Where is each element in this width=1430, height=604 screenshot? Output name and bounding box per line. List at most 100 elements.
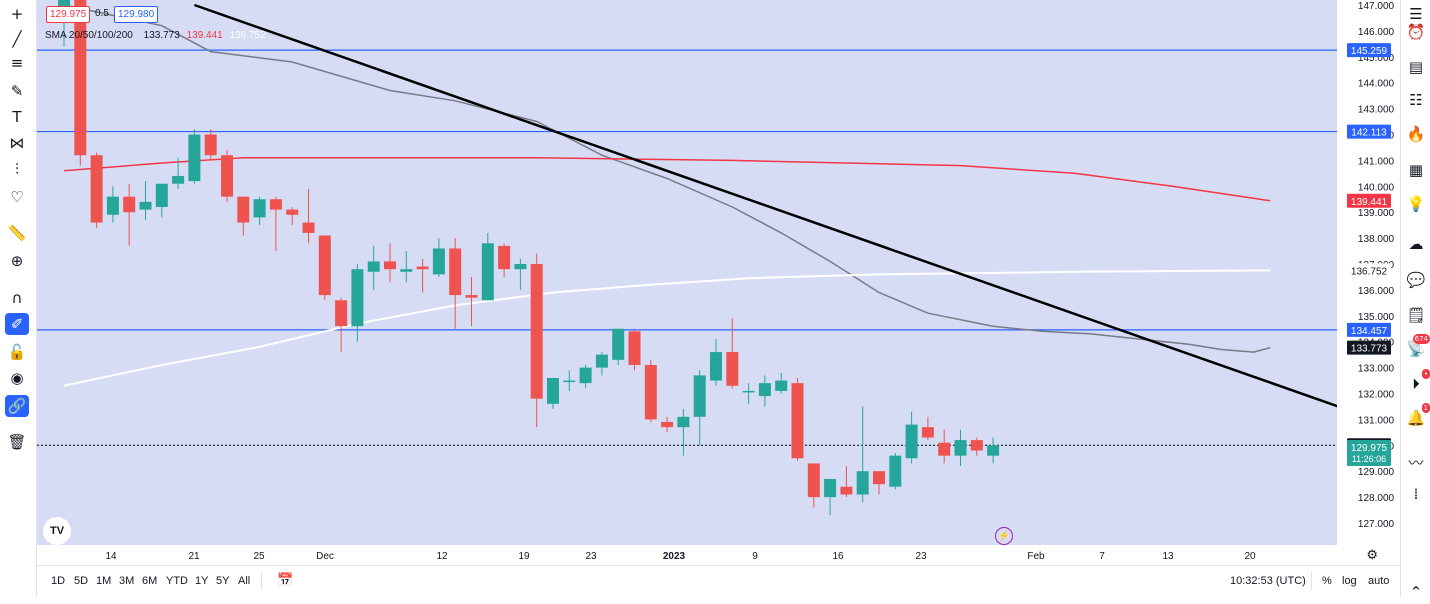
- price-tick-label: 146.000: [1358, 27, 1395, 38]
- zoom-in-icon[interactable]: ⊕: [10, 252, 24, 270]
- data-window-icon[interactable]: ☷: [1409, 91, 1423, 109]
- drawing-toolbar: + ╱ ≡ ✎ T ⋈ ⫶ ♡ 📏 ⊕ ∩ ✐ 🔓 ◉ 🔗 🗑: [0, 0, 37, 597]
- trend-icon[interactable]: 〰: [1408, 453, 1424, 472]
- log-scale-button[interactable]: log: [1342, 575, 1357, 587]
- streams-icon[interactable]: 📡 674: [1406, 334, 1430, 358]
- candle: [237, 196, 250, 236]
- candle: [302, 188, 315, 244]
- candle: [204, 129, 217, 161]
- price-axis[interactable]: 147.000146.000145.000144.000143.000142.0…: [1337, 0, 1399, 545]
- candle: [351, 264, 364, 342]
- candle: [742, 383, 755, 404]
- eye-icon[interactable]: ◉: [10, 369, 24, 387]
- time-tick-label: 14: [105, 551, 117, 562]
- range-1d-button[interactable]: 1D: [51, 575, 66, 587]
- link-icon[interactable]: 🔗: [5, 395, 29, 417]
- lightning-icon[interactable]: ⚡: [995, 527, 1013, 545]
- price-marker: 142.113: [1347, 124, 1391, 139]
- brush-icon[interactable]: ✎: [10, 82, 24, 100]
- ideas-icon[interactable]: 💡: [1406, 195, 1426, 213]
- alarm-icon[interactable]: ⏰: [1406, 23, 1426, 41]
- notes-icon[interactable]: 🗒: [1406, 306, 1426, 324]
- settings-gear-icon[interactable]: ⚙: [1366, 547, 1378, 562]
- price-tick-label: 129.000: [1358, 467, 1395, 478]
- sma-line: [63, 4, 1271, 353]
- chat-icon[interactable]: 💬: [1406, 271, 1426, 289]
- stay-drawing-icon[interactable]: ✐: [5, 313, 29, 335]
- price-tick-label: 145.000: [1358, 53, 1395, 64]
- range-1m-button[interactable]: 1M: [96, 575, 112, 587]
- collapse-icon[interactable]: ⌃: [1409, 583, 1423, 601]
- trendline-icon[interactable]: ╱: [12, 30, 22, 48]
- candle: [465, 276, 478, 327]
- sma-label: SMA 20/50/100/200: [45, 30, 133, 41]
- candle: [139, 181, 152, 220]
- candle: [172, 157, 185, 189]
- candle: [824, 478, 837, 516]
- forecast-icon[interactable]: ⫶: [15, 160, 19, 178]
- percent-scale-button[interactable]: %: [1322, 575, 1332, 587]
- price-tick-label: 144.000: [1358, 79, 1395, 90]
- cursor-icon[interactable]: +: [10, 5, 24, 23]
- bottom-toolbar: 1D 5D 1M 3M 6M YTD 1Y 5Y All 📅 10:32:53 …: [37, 565, 1400, 598]
- range-ytd-button[interactable]: YTD: [166, 575, 188, 587]
- candle: [449, 238, 462, 329]
- text-tool-icon[interactable]: T: [12, 108, 22, 126]
- date-range-calendar-icon[interactable]: 📅: [277, 572, 294, 587]
- candle: [481, 232, 494, 301]
- svg-text:133.773: 133.773: [1351, 344, 1388, 355]
- divider: [1311, 572, 1312, 590]
- legend-mid-value: 0.5: [95, 8, 109, 19]
- svg-text:142.113: 142.113: [1351, 128, 1387, 139]
- candle: [384, 243, 396, 283]
- candle: [644, 359, 657, 422]
- price-tick-label: 140.000: [1358, 182, 1395, 193]
- tradingview-logo[interactable]: TV: [43, 517, 71, 545]
- range-all-button[interactable]: All: [238, 575, 251, 587]
- chart-pane[interactable]: 129.975 0.5 129.980 SMA 20/50/100/200 13…: [37, 0, 1337, 545]
- price-marker: 139.441: [1347, 193, 1391, 208]
- range-3m-button[interactable]: 3M: [119, 575, 135, 587]
- watchlist-icon[interactable]: ☰: [1409, 5, 1423, 23]
- chart-canvas[interactable]: [37, 0, 1337, 545]
- time-tick-label: 23: [915, 551, 927, 562]
- magnet-icon[interactable]: ∩: [11, 289, 23, 307]
- time-tick-label: 16: [832, 551, 844, 562]
- price-tick-label: 139.000: [1358, 208, 1395, 219]
- sma-value-2: 139.441: [186, 30, 223, 41]
- calendar-icon[interactable]: ▦: [1408, 161, 1424, 179]
- svg-text:134.457: 134.457: [1351, 326, 1388, 337]
- time-tick-label: 13: [1162, 551, 1174, 562]
- candle: [155, 183, 168, 218]
- candle: [905, 411, 918, 464]
- auto-scale-button[interactable]: auto: [1368, 575, 1390, 587]
- candle: [628, 328, 641, 371]
- notifications-icon[interactable]: 🔔 1: [1406, 403, 1430, 427]
- news-icon[interactable]: ▤: [1408, 58, 1424, 76]
- price-tick-label: 141.000: [1358, 156, 1395, 167]
- price-tick-label: 131.000: [1358, 415, 1395, 426]
- trash-icon[interactable]: 🗑: [7, 433, 27, 451]
- svg-text:136.752: 136.752: [1351, 266, 1388, 277]
- playback-icon[interactable]: ⏵ •: [1412, 369, 1430, 393]
- candle: [498, 243, 511, 277]
- sma-legend[interactable]: SMA 20/50/100/200 133.773 139.441 136.75…: [45, 30, 266, 41]
- ruler-icon[interactable]: 📏: [7, 224, 27, 242]
- candle: [840, 466, 853, 498]
- pattern-icon[interactable]: ⋈: [9, 134, 25, 152]
- hotlist-icon[interactable]: 🔥: [1406, 125, 1426, 143]
- price-tick-label: 138.000: [1358, 234, 1395, 245]
- heart-icon[interactable]: ♡: [10, 188, 24, 206]
- lock-icon[interactable]: 🔓: [7, 343, 27, 361]
- range-5d-button[interactable]: 5D: [74, 575, 89, 587]
- utc-clock[interactable]: 10:32:53 (UTC): [1230, 575, 1306, 587]
- dom-icon[interactable]: ⁞: [1413, 485, 1419, 503]
- range-5y-button[interactable]: 5Y: [216, 575, 230, 587]
- horizontal-lines-icon[interactable]: ≡: [10, 54, 24, 72]
- time-tick-label: 23: [585, 551, 597, 562]
- community-icon[interactable]: ☁: [1408, 235, 1424, 253]
- range-6m-button[interactable]: 6M: [142, 575, 158, 587]
- range-1y-button[interactable]: 1Y: [195, 575, 209, 587]
- time-axis[interactable]: 14 21 25 Dec 12 19 23 2023 9 16 23 Feb 7 13 20 ⚙: [37, 545, 1400, 565]
